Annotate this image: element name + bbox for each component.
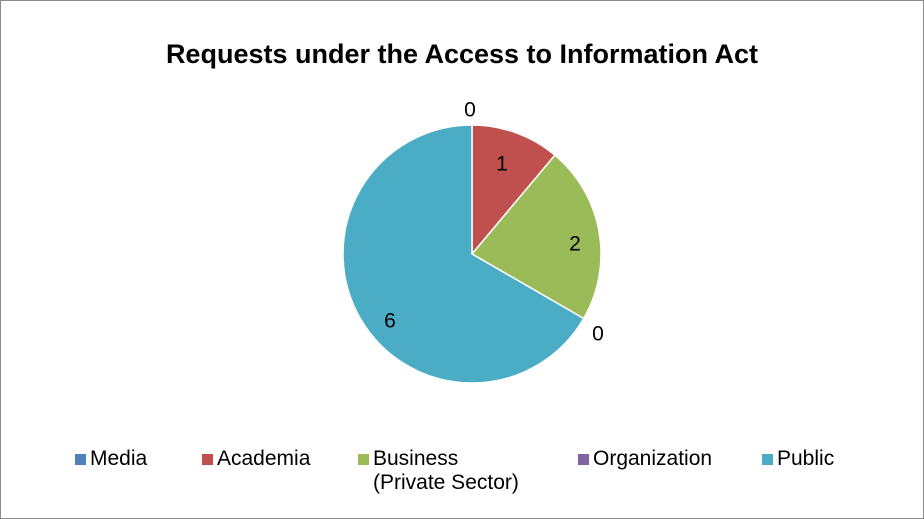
pie-data-labels: 0 1 2 0 6 — [384, 99, 604, 346]
legend-label-academia: Academia — [217, 447, 311, 470]
data-label-academia: 1 — [496, 153, 508, 176]
data-label-business: 2 — [569, 233, 581, 256]
legend-swatch-organization — [578, 454, 589, 465]
data-label-public: 6 — [384, 310, 396, 333]
chart-title: Requests under the Access to Information… — [165, 39, 759, 69]
data-label-media: 0 — [464, 99, 476, 122]
legend-swatch-academia — [202, 454, 213, 465]
legend-label-media: Media — [90, 447, 148, 470]
pie-slice-business — [470, 154, 602, 320]
legend-swatch-media — [75, 454, 86, 465]
legend-label-public: Public — [777, 447, 835, 470]
legend-label-organization: Organization — [593, 447, 713, 470]
data-label-organization: 0 — [592, 323, 604, 346]
legend-swatch-public — [762, 454, 773, 465]
legend: Media Academia Business (Private Sector) … — [0, 447, 924, 507]
pie-slice-public — [342, 124, 585, 384]
legend-label-business: Business (Private Sector) — [373, 447, 519, 494]
pie-slice-academia — [471, 124, 556, 257]
pie-slices — [342, 124, 602, 384]
legend-swatch-business — [358, 454, 369, 465]
